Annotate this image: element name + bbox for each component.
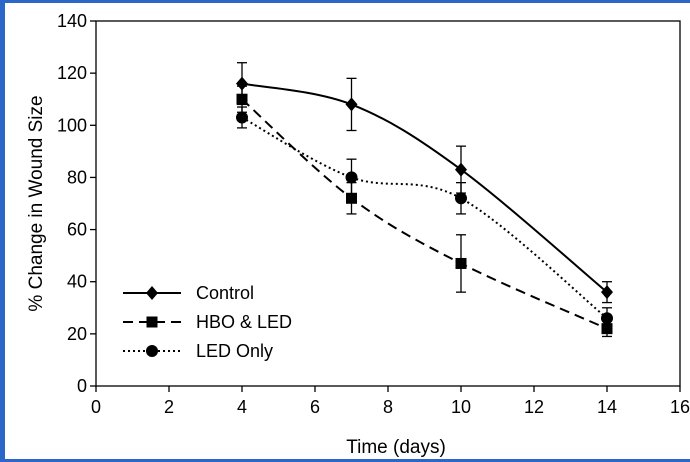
y-tick-label: 120 <box>57 63 87 83</box>
legend-marker <box>146 286 158 300</box>
data-point <box>455 192 467 205</box>
series-line <box>241 116 608 319</box>
series-layer <box>236 62 613 338</box>
y-tick-label: 100 <box>57 115 87 135</box>
legend-label: LED Only <box>196 341 273 361</box>
series-line <box>241 98 608 330</box>
y-axis-title: % Change in Wound Size <box>26 95 47 311</box>
y-tick-label: 60 <box>67 220 87 240</box>
x-tick-label: 8 <box>383 397 393 417</box>
axes: 0 20 40 60 80 100 120 140 0 2 4 6 8 10 12 14 16 <box>57 11 690 417</box>
plot-frame <box>95 20 681 387</box>
data-point <box>455 257 467 269</box>
data-point <box>345 97 358 112</box>
y-tick-label: 0 <box>77 376 87 396</box>
x-tick-label: 2 <box>164 397 174 417</box>
data-point <box>236 76 248 91</box>
x-tick-label: 10 <box>451 397 471 417</box>
data-point <box>236 93 248 105</box>
x-tick-label: 4 <box>237 397 247 417</box>
data-point <box>236 111 248 124</box>
legend-marker <box>146 345 158 357</box>
series-control <box>236 62 613 304</box>
legend-label: HBO & LED <box>196 312 292 332</box>
legend-label: Control <box>196 283 254 303</box>
data-point <box>601 285 613 300</box>
data-point <box>601 312 613 325</box>
data-point <box>455 162 467 177</box>
data-point <box>345 171 358 184</box>
legend-marker <box>146 316 158 328</box>
data-point <box>346 192 357 204</box>
x-tick-label: 14 <box>597 397 617 417</box>
x-tick-label: 6 <box>310 397 320 417</box>
legend: Control HBO & LED LED Only <box>123 283 292 361</box>
series-line <box>241 82 608 293</box>
y-tick-label: 80 <box>67 167 87 187</box>
series-hbo-led <box>236 85 613 338</box>
series-led-only <box>236 106 613 330</box>
y-tick-label: 140 <box>57 11 87 31</box>
x-axis-title: Time (days) <box>346 437 446 458</box>
y-tick-label: 40 <box>67 272 87 292</box>
x-tick-label: 16 <box>670 397 690 417</box>
x-tick-label: 0 <box>91 397 101 417</box>
x-tick-label: 12 <box>524 397 544 417</box>
y-tick-label: 20 <box>67 324 87 344</box>
